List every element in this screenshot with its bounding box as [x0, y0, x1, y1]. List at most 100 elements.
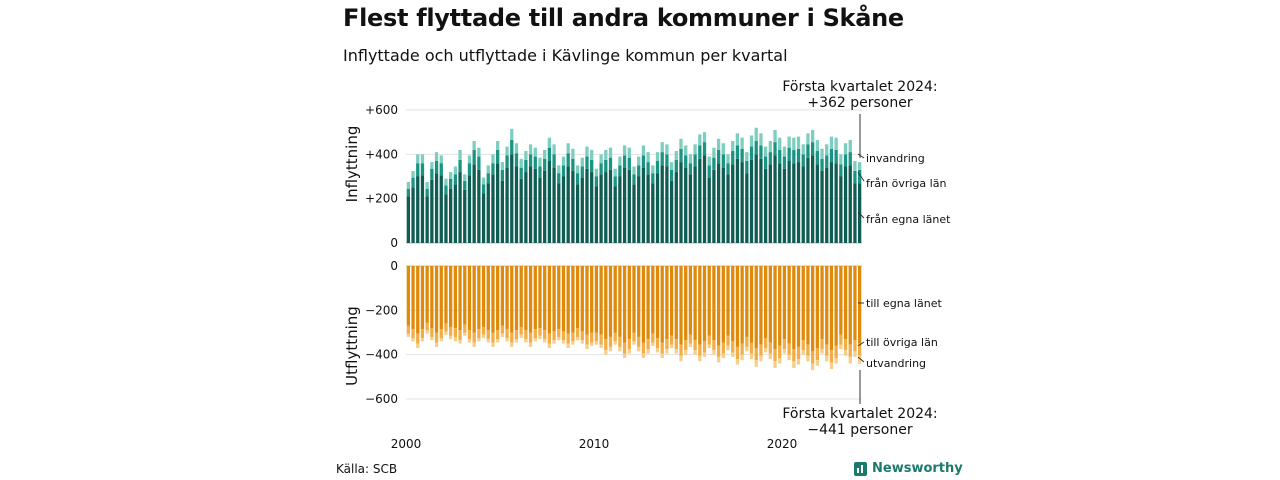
inflow-bar-segment — [712, 157, 716, 170]
inflow-bar-segment — [843, 154, 848, 167]
outflow-bar-segment — [834, 345, 838, 358]
inflow-bar-segment — [806, 144, 810, 158]
outflow-bar-segment — [637, 266, 641, 337]
outflow-bar-segment — [622, 353, 627, 358]
inflow-bar-segment — [566, 143, 570, 154]
outflow-bar-segment — [425, 330, 429, 334]
outflow-bar-segment — [641, 342, 646, 354]
inflow-bar-segment — [669, 169, 674, 181]
inflow-bar-segment — [594, 186, 599, 243]
outflow-bar-segment — [458, 266, 462, 331]
outflow-bar-segment — [749, 266, 754, 343]
inflow-bar-segment — [707, 177, 711, 243]
outflow-bar-segment — [735, 346, 740, 360]
inflow-bar-segment — [434, 173, 439, 243]
outflow-bar-segment — [458, 330, 462, 341]
outflow-bar-segment — [627, 349, 631, 354]
inflow-bar-segment — [707, 165, 711, 178]
outflow-bar-segment — [787, 354, 791, 361]
inflow-bar-segment — [773, 129, 777, 143]
inflow-bar-segment — [514, 153, 519, 167]
outflow-bar-segment — [627, 339, 631, 350]
outflow-bar-segment — [575, 266, 580, 329]
inflow-bar-segment — [406, 182, 410, 189]
inflow-bar-segment — [858, 162, 862, 170]
inflow-bar-segment — [496, 149, 500, 164]
inflow-bar-segment — [552, 167, 556, 243]
chart-title: Flest flyttade till andra kommuner i Skå… — [343, 4, 904, 32]
outflow-bar-segment — [416, 333, 420, 344]
outflow-bar-segment — [740, 266, 744, 344]
outflow-bar-segment — [590, 266, 594, 333]
inflow-bar-segment — [712, 169, 716, 243]
inflow-bar-segment — [759, 158, 763, 243]
inflow-bar-segment — [787, 147, 791, 161]
outflow-bar-segment — [618, 336, 622, 347]
outflow-bar-segment — [637, 336, 641, 347]
outflow-bar-segment — [749, 342, 754, 354]
inflow-bar-segment — [406, 196, 410, 243]
outflow-bar-segment — [707, 266, 711, 336]
outflow-bar-segment — [463, 266, 467, 325]
outflow-bar-segment — [599, 334, 603, 345]
inflow-bar-segment — [425, 188, 429, 197]
outflow-bar-segment — [481, 326, 486, 335]
outflow-bar-segment — [524, 330, 528, 340]
inflow-bar-segment — [519, 158, 523, 168]
inflow-bar-segment — [637, 165, 641, 177]
outflow-bar-segment — [444, 323, 448, 332]
inflow-bar-segment — [702, 155, 707, 243]
outflow-bar-segment — [420, 338, 425, 342]
outflow-series-label: till övriga län — [866, 336, 938, 349]
inflow-bar-segment — [773, 155, 777, 243]
outflow-bar-segment — [528, 342, 533, 347]
inflow-bar-segment — [655, 152, 660, 161]
inflow-bar-segment — [481, 184, 486, 194]
outflow-bar-segment — [665, 266, 669, 340]
inflow-bar-segment — [782, 156, 787, 169]
outflow-bar-segment — [467, 330, 472, 340]
inflow-bar-segment — [618, 176, 622, 243]
inflow-bar-segment — [585, 146, 589, 157]
inflow-bar-segment — [646, 152, 650, 163]
inflow-bar-segment — [543, 158, 547, 171]
outflow-bar-segment — [745, 336, 749, 347]
outflow-bar-segment — [604, 350, 608, 355]
newsworthy-logo[interactable]: Newsworthy — [854, 461, 963, 476]
outflow-bar-segment — [486, 266, 490, 331]
inflow-bar-segment — [622, 167, 627, 243]
outflow-bar-segment — [444, 266, 448, 324]
inflow-bar-segment — [848, 165, 852, 243]
inflow-bar-segment — [754, 141, 758, 155]
inflow-bar-segment — [585, 168, 589, 243]
inflow-bar-segment — [622, 155, 627, 168]
outflow-annotation-line1: Första kvartalet 2024: — [782, 406, 937, 422]
inflow-bar-segment — [486, 173, 490, 184]
outflow-bar-segment — [773, 349, 777, 362]
outflow-bar-segment — [646, 266, 650, 340]
inflow-bar-segment — [500, 169, 505, 181]
inflow-bar-segment — [528, 154, 533, 167]
outflow-bar-segment — [721, 266, 725, 343]
outflow-bar-segment — [679, 266, 683, 345]
inflow-bar-segment — [843, 143, 848, 155]
outflow-bar-segment — [561, 266, 566, 332]
inflow-bar-segment — [543, 149, 547, 159]
inflow-bar-segment — [716, 163, 721, 243]
outflow-bar-segment — [693, 350, 697, 355]
inflow-bar-segment — [524, 159, 528, 173]
outflow-bar-segment — [533, 329, 537, 339]
outflow-bar-segment — [731, 266, 735, 342]
outflow-tick-label: −600 — [365, 392, 398, 406]
outflow-bar-segment — [778, 345, 782, 358]
outflow-bar-segment — [552, 266, 556, 332]
outflow-bar-segment — [801, 340, 805, 351]
inflow-annotation-line1: Första kvartalet 2024: — [782, 79, 937, 95]
outflow-bar-segment — [665, 339, 669, 350]
inflow-bar-segment — [768, 141, 772, 153]
outflow-bar-segment — [514, 266, 519, 331]
inflow-bar-segment — [500, 162, 505, 170]
inflow-bar-segment — [608, 147, 613, 158]
outflow-bar-segment — [486, 339, 490, 343]
inflow-bar-segment — [420, 175, 425, 243]
